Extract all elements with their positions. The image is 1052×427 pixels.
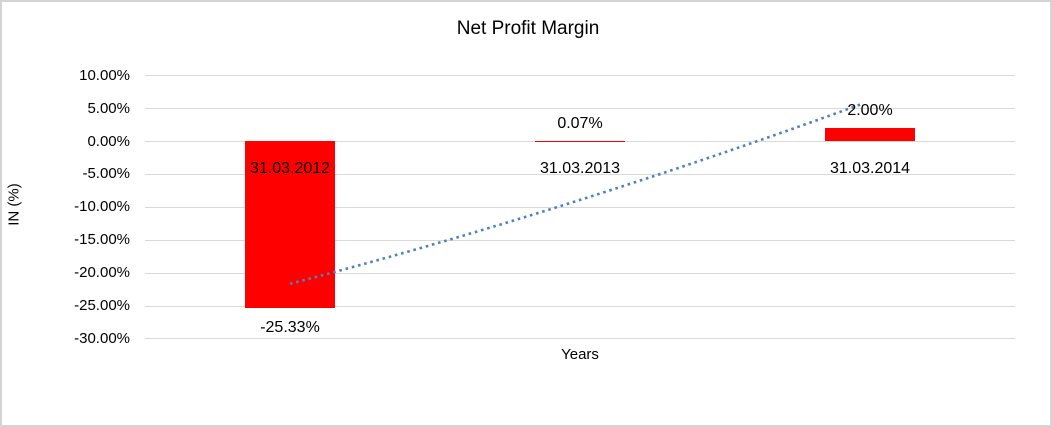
gridline <box>145 306 1015 307</box>
y-tick-label: 5.00% <box>87 100 130 117</box>
y-tick-label: 0.00% <box>87 133 130 150</box>
value-label: 2.00% <box>847 102 893 119</box>
y-tick-label: -25.00% <box>74 297 130 314</box>
x-axis-title: Years <box>561 346 599 363</box>
value-label: -25.33% <box>260 319 320 336</box>
y-tick-label: -5.00% <box>82 165 130 182</box>
category-label: 31.03.2013 <box>539 160 621 177</box>
y-tick-label: -15.00% <box>74 231 130 248</box>
gridline <box>145 75 1015 76</box>
y-tick-label: -10.00% <box>74 198 130 215</box>
category-label: 31.03.2012 <box>249 160 331 177</box>
bar-31.03.2014 <box>825 127 915 141</box>
value-label: 0.07% <box>557 115 603 132</box>
chart-title: Net Profit Margin <box>456 18 600 39</box>
y-tick-label: -30.00% <box>74 330 130 347</box>
category-label: 31.03.2014 <box>829 160 911 177</box>
gridline <box>145 338 1015 339</box>
y-tick-label: -20.00% <box>74 264 130 281</box>
bar-31.03.2013 <box>535 140 625 141</box>
y-tick-label: 10.00% <box>79 67 130 84</box>
